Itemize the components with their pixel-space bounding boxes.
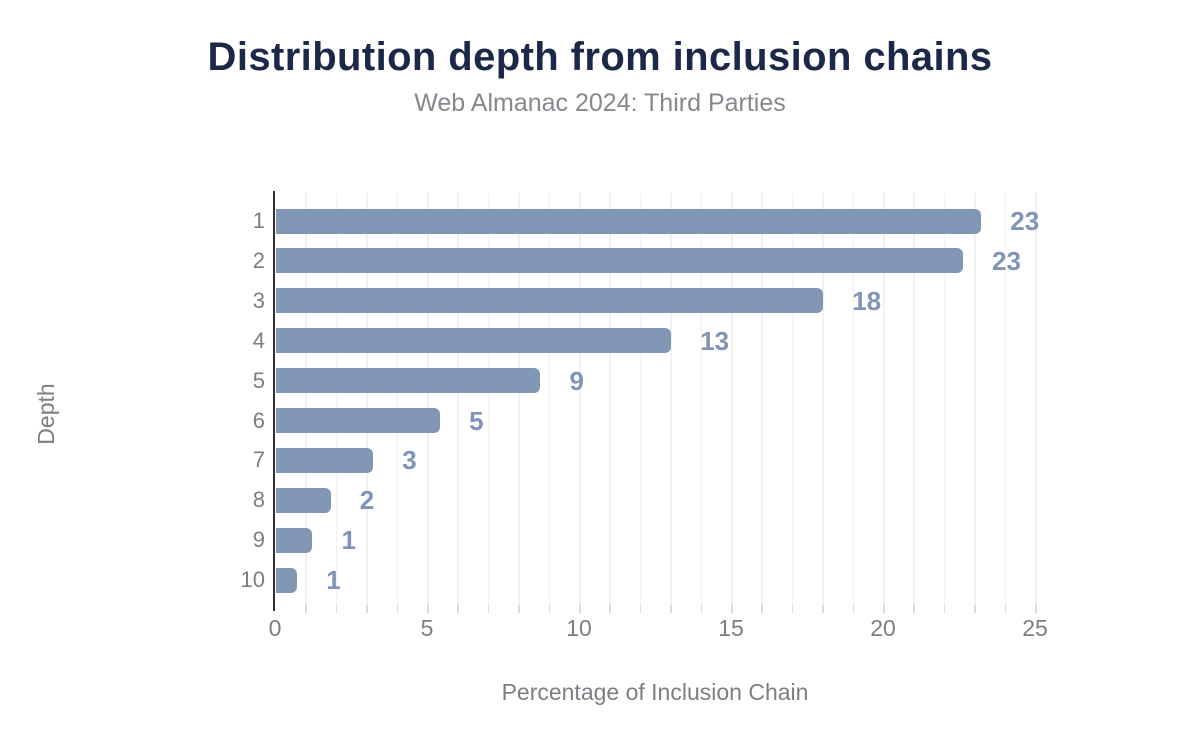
bar-depth-6[interactable] bbox=[276, 408, 441, 433]
y-tick-label-1: 1 bbox=[252, 208, 265, 233]
axis-tick bbox=[883, 605, 885, 613]
axis-tick bbox=[427, 605, 429, 613]
gridline bbox=[1004, 193, 1007, 605]
axis-tick bbox=[1035, 605, 1037, 613]
bar-value-label-depth-4: 13 bbox=[700, 325, 730, 356]
gridline bbox=[1035, 193, 1037, 605]
gridline bbox=[609, 193, 611, 605]
y-tick-label-8: 8 bbox=[252, 487, 265, 513]
gridline bbox=[579, 193, 581, 605]
gridline bbox=[974, 193, 976, 605]
bar-depth-5[interactable] bbox=[276, 368, 541, 394]
y-tick-label-4: 4 bbox=[252, 327, 265, 353]
bar-depth-1[interactable] bbox=[276, 208, 982, 234]
x-tick-label-0: 0 bbox=[268, 615, 282, 641]
bar-depth-9[interactable] bbox=[276, 527, 313, 553]
x-tick-label-20: 20 bbox=[870, 615, 896, 641]
bar-depth-8[interactable] bbox=[276, 487, 331, 513]
bar-value-label-depth-1: 23 bbox=[1010, 206, 1040, 236]
axis-tick bbox=[822, 605, 824, 613]
y-tick-label-7: 7 bbox=[252, 447, 265, 473]
bar-value-label-depth-5: 9 bbox=[569, 365, 584, 396]
bar-value-label-depth-7: 3 bbox=[402, 445, 417, 476]
y-axis-title: Depth bbox=[33, 383, 59, 445]
x-tick-label-5: 5 bbox=[420, 615, 434, 641]
gridline bbox=[639, 193, 642, 605]
axis-tick bbox=[731, 605, 733, 613]
bar-depth-3[interactable] bbox=[276, 288, 824, 314]
bar-value-label-depth-9: 1 bbox=[341, 525, 356, 556]
gridline bbox=[670, 193, 672, 605]
gridline bbox=[822, 193, 824, 605]
axis-tick bbox=[639, 605, 642, 613]
axis-tick bbox=[335, 605, 338, 613]
gridline bbox=[761, 193, 763, 605]
x-axis-title: Percentage of Inclusion Chain bbox=[501, 679, 809, 705]
bar-value-label-depth-6: 5 bbox=[469, 405, 484, 436]
y-tick-label-2: 2 bbox=[252, 247, 265, 273]
x-tick-label-25: 25 bbox=[1022, 615, 1048, 641]
chart-title: Distribution depth from inclusion chains bbox=[207, 35, 993, 79]
gridline bbox=[427, 193, 429, 605]
gridline bbox=[396, 193, 399, 605]
bar-value-label-depth-10: 1 bbox=[326, 565, 341, 596]
axis-tick bbox=[913, 605, 915, 613]
axis-tick bbox=[700, 605, 703, 613]
gridline bbox=[487, 193, 490, 605]
bar-value-label-depth-8: 2 bbox=[359, 485, 375, 516]
axis-tick bbox=[974, 605, 976, 613]
gridline bbox=[366, 193, 368, 605]
gridline bbox=[852, 193, 855, 605]
axis-tick bbox=[791, 605, 794, 613]
x-tick-label-15: 15 bbox=[718, 615, 744, 641]
y-tick-label-10: 10 bbox=[240, 567, 265, 593]
axis-tick bbox=[852, 605, 855, 613]
bar-value-label-depth-3: 18 bbox=[852, 285, 882, 316]
gridline bbox=[548, 193, 551, 605]
axis-tick bbox=[761, 605, 763, 613]
axis-tick bbox=[518, 605, 520, 613]
axis-tick bbox=[579, 605, 581, 613]
gridline bbox=[791, 193, 794, 605]
axis-tick bbox=[487, 605, 490, 613]
gridline bbox=[731, 193, 733, 605]
bar-depth-10[interactable] bbox=[276, 567, 298, 593]
gridline bbox=[883, 193, 885, 605]
gridline bbox=[913, 193, 915, 605]
bar-depth-2[interactable] bbox=[276, 248, 964, 274]
y-tick-label-6: 6 bbox=[252, 407, 265, 433]
x-tick-label-10: 10 bbox=[566, 615, 592, 641]
y-tick-label-9: 9 bbox=[252, 527, 265, 553]
plot-area bbox=[275, 193, 1037, 613]
gridline bbox=[335, 193, 338, 605]
bar-depth-7[interactable] bbox=[276, 447, 374, 473]
axis-tick bbox=[305, 605, 307, 613]
y-tick-label-5: 5 bbox=[252, 367, 265, 393]
gridline bbox=[700, 193, 703, 605]
gridline bbox=[305, 193, 307, 605]
y-axis-line bbox=[273, 191, 275, 611]
bar-depth-4[interactable] bbox=[276, 328, 672, 354]
gridline bbox=[518, 193, 520, 605]
gridline bbox=[943, 193, 946, 605]
y-tick-label-3: 3 bbox=[252, 287, 265, 313]
axis-tick bbox=[1004, 605, 1007, 613]
axis-tick bbox=[609, 605, 611, 613]
axis-tick bbox=[396, 605, 399, 613]
axis-tick bbox=[943, 605, 946, 613]
chart-subtitle: Web Almanac 2024: Third Parties bbox=[414, 89, 786, 117]
gridline bbox=[457, 193, 459, 605]
axis-tick bbox=[366, 605, 368, 613]
bar-value-label-depth-2: 23 bbox=[992, 245, 1021, 276]
axis-tick bbox=[457, 605, 459, 613]
axis-tick bbox=[548, 605, 551, 613]
axis-tick bbox=[670, 605, 672, 613]
